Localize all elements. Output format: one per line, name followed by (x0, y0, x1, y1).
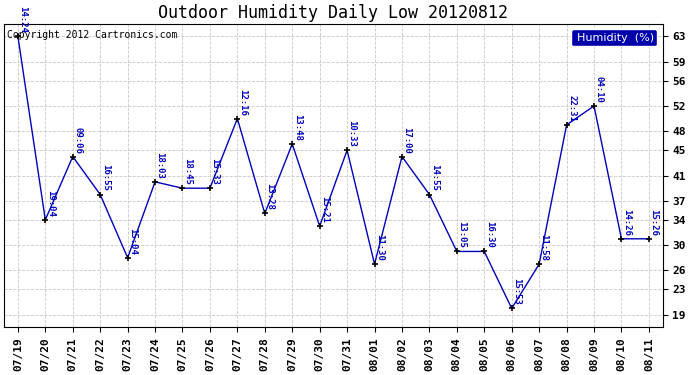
Text: 12:16: 12:16 (238, 88, 247, 116)
Text: 22:31: 22:31 (567, 95, 576, 122)
Text: 15:53: 15:53 (512, 278, 521, 305)
Text: 16:55: 16:55 (101, 165, 110, 191)
Text: 11:30: 11:30 (375, 234, 384, 261)
Text: 09:06: 09:06 (73, 126, 82, 153)
Text: 16:30: 16:30 (484, 221, 494, 248)
Text: Copyright 2012 Cartronics.com: Copyright 2012 Cartronics.com (8, 30, 178, 40)
Text: 14:55: 14:55 (430, 165, 439, 191)
Legend: Humidity  (%): Humidity (%) (571, 29, 657, 46)
Text: 14:26: 14:26 (622, 209, 631, 236)
Text: 17:00: 17:00 (402, 126, 411, 153)
Title: Outdoor Humidity Daily Low 20120812: Outdoor Humidity Daily Low 20120812 (159, 4, 509, 22)
Text: 15:33: 15:33 (210, 158, 219, 185)
Text: 04:10: 04:10 (595, 76, 604, 103)
Text: 13:05: 13:05 (457, 221, 466, 248)
Text: 15:04: 15:04 (128, 228, 137, 255)
Text: 18:45: 18:45 (183, 158, 192, 185)
Text: 15:26: 15:26 (649, 209, 658, 236)
Text: 13:48: 13:48 (293, 114, 302, 141)
Text: 14:24: 14:24 (19, 6, 28, 33)
Text: 10:33: 10:33 (348, 120, 357, 147)
Text: 13:28: 13:28 (265, 183, 274, 210)
Text: 11:58: 11:58 (540, 234, 549, 261)
Text: 15:21: 15:21 (320, 196, 329, 223)
Text: 19:04: 19:04 (46, 190, 55, 217)
Text: 18:03: 18:03 (155, 152, 164, 179)
